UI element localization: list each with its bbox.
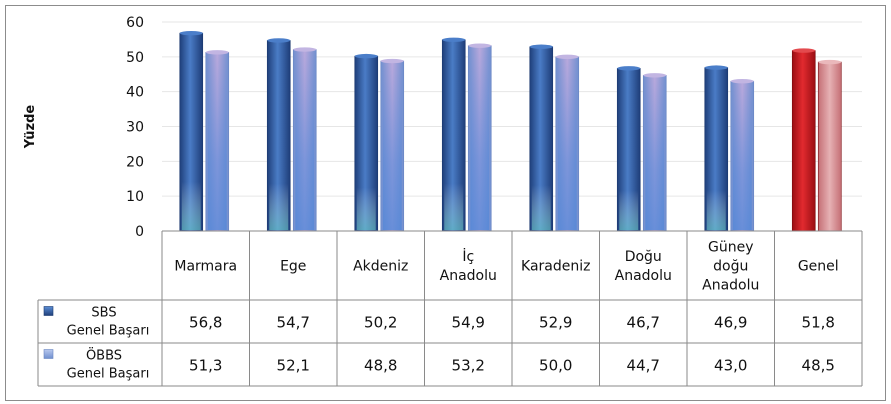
bar-inner-shade bbox=[470, 49, 490, 230]
category-label: İç Anadolu bbox=[440, 247, 497, 284]
bar-cap bbox=[442, 37, 466, 42]
data-label: 52,1 bbox=[277, 357, 310, 375]
data-label: 46,7 bbox=[627, 314, 660, 332]
bar-inner-shade bbox=[531, 50, 551, 231]
category-label: Akdeniz bbox=[353, 259, 408, 275]
bar-inner-shade bbox=[645, 79, 665, 230]
bar-inner-shade bbox=[382, 65, 402, 230]
bar-cap bbox=[267, 38, 291, 43]
y-tick-label: 40 bbox=[126, 85, 144, 101]
data-label: 51,8 bbox=[802, 314, 835, 332]
bar-inner-shade bbox=[619, 72, 639, 230]
data-label: 52,9 bbox=[539, 314, 572, 332]
bar-inner-shade bbox=[557, 60, 577, 231]
bar-inner-shade bbox=[181, 37, 201, 230]
bar-inner-shade bbox=[295, 53, 315, 230]
data-label: 51,3 bbox=[189, 357, 222, 375]
bar-inner-shade bbox=[732, 85, 752, 230]
bar-inner-shade bbox=[356, 60, 376, 231]
bar-cap bbox=[617, 66, 641, 71]
bar-cap bbox=[380, 58, 404, 64]
bar-cap bbox=[468, 43, 492, 48]
data-label: 43,0 bbox=[714, 357, 747, 375]
bar-cap bbox=[179, 30, 203, 36]
legend-swatch bbox=[43, 306, 54, 316]
category-label: Güney doğu Anadolu bbox=[702, 240, 759, 294]
data-label: 44,7 bbox=[627, 357, 660, 375]
y-tick-label: 60 bbox=[126, 15, 144, 31]
bar-inner-shade bbox=[444, 43, 464, 230]
bar-cap bbox=[643, 73, 667, 78]
data-label: 54,7 bbox=[277, 314, 310, 332]
bar-inner-shade bbox=[207, 56, 227, 231]
category-label: Karadeniz bbox=[521, 259, 590, 275]
y-axis-label: Yüzde bbox=[23, 105, 38, 150]
data-label: 46,9 bbox=[714, 314, 747, 332]
data-label: 53,2 bbox=[452, 357, 485, 375]
bar-cap bbox=[704, 65, 728, 70]
y-tick-label: 30 bbox=[126, 120, 144, 136]
bar-cap bbox=[293, 47, 317, 52]
legend-swatch bbox=[43, 349, 54, 359]
data-label: 54,9 bbox=[452, 314, 485, 332]
category-label: Marmara bbox=[174, 259, 237, 275]
bar-cap bbox=[529, 44, 553, 49]
bar-obbs bbox=[817, 61, 842, 232]
bar-cap bbox=[354, 53, 378, 59]
category-label: Genel bbox=[798, 259, 839, 275]
bar-cap bbox=[555, 54, 579, 60]
y-tick-label: 0 bbox=[135, 224, 144, 240]
bar-cap bbox=[792, 48, 816, 53]
bar-cap bbox=[205, 50, 229, 55]
bar-inner-shade bbox=[706, 71, 726, 230]
category-label: Ege bbox=[280, 259, 306, 275]
bar-inner-shade bbox=[269, 44, 289, 230]
data-label: 50,0 bbox=[539, 357, 572, 375]
bar-sbs bbox=[791, 50, 816, 232]
data-label: 56,8 bbox=[189, 314, 222, 332]
y-tick-label: 20 bbox=[126, 154, 144, 170]
bar-cap bbox=[730, 79, 754, 84]
y-tick-label: 10 bbox=[126, 189, 144, 205]
bar-cap bbox=[818, 59, 842, 65]
data-label: 48,5 bbox=[802, 357, 835, 375]
y-tick-label: 50 bbox=[126, 50, 144, 66]
legend-label: ÖBBS Genel Başarı bbox=[67, 347, 150, 382]
category-label: Doğu Anadolu bbox=[615, 249, 672, 284]
data-label: 50,2 bbox=[364, 314, 397, 332]
data-label: 48,8 bbox=[364, 357, 397, 375]
legend-label: SBS Genel Başarı bbox=[67, 306, 150, 339]
